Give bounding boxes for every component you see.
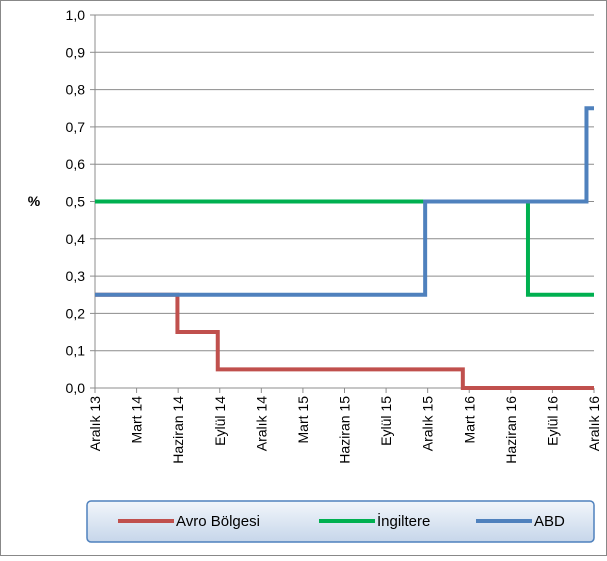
y-tick-label: 0,2 xyxy=(66,305,86,321)
y-tick-label: 0,0 xyxy=(66,380,86,396)
x-tick-label: Haziran 15 xyxy=(337,396,353,464)
series-line xyxy=(95,106,594,297)
legend-label: Avro Bölgesi xyxy=(176,513,260,530)
y-tick-label: 0,7 xyxy=(66,119,86,135)
legend-label: İngiltere xyxy=(377,512,430,530)
y-tick-label: 0,4 xyxy=(66,231,86,247)
x-tick-label: Mart 15 xyxy=(295,396,311,444)
series-lines xyxy=(95,106,594,390)
y-tick-label: 0,1 xyxy=(66,343,86,359)
y-tick-label: 0,3 xyxy=(66,268,86,284)
x-tick-label: Eylül 15 xyxy=(378,396,394,446)
x-tick-label: Aralık 13 xyxy=(87,396,103,451)
series-line xyxy=(95,292,594,390)
y-tick-label: 0,9 xyxy=(66,44,86,60)
tick-labels: 1,00,90,80,70,60,50,40,30,20,10,0Aralık … xyxy=(66,7,602,464)
y-tick-label: 1,0 xyxy=(66,7,86,23)
legend: Avro Bölgesi İngiltere ABD xyxy=(86,500,595,543)
x-tick-label: Haziran 14 xyxy=(170,396,186,464)
x-tick-label: Eylül 16 xyxy=(544,396,560,446)
x-tick-label: Aralık 15 xyxy=(420,396,436,451)
x-tick-label: Aralık 16 xyxy=(586,396,602,451)
legend-label: ABD xyxy=(534,513,565,530)
y-tick-label: 0,5 xyxy=(66,194,86,210)
x-tick-label: Eylül 14 xyxy=(212,396,228,446)
x-tick-label: Haziran 16 xyxy=(503,396,519,464)
series-line xyxy=(95,199,594,297)
x-tick-label: Mart 14 xyxy=(129,396,145,444)
y-axis-label: % xyxy=(28,193,41,209)
x-tick-label: Mart 16 xyxy=(461,396,477,444)
x-tick-label: Aralık 14 xyxy=(253,396,269,451)
y-tick-label: 0,8 xyxy=(66,82,86,98)
y-tick-label: 0,6 xyxy=(66,156,86,172)
